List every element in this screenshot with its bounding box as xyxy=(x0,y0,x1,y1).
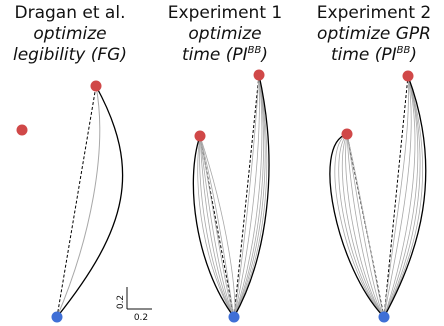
panel-title-exp1: Experiment 1 optimize time (PIBB) xyxy=(150,3,300,66)
start-marker xyxy=(51,311,63,323)
faint-trajectories xyxy=(197,74,268,318)
panel-title-line2: optimize xyxy=(188,24,262,44)
straight-line xyxy=(199,135,235,318)
faint-trajectory xyxy=(56,85,101,318)
legible-trajectory xyxy=(56,85,124,318)
goal-marker xyxy=(90,80,102,92)
panel-title-line1: Dragan et al. xyxy=(14,3,126,23)
scale-bar-horizontal-label: 0.2 xyxy=(134,313,148,323)
goal-marker xyxy=(341,128,353,140)
start-marker xyxy=(228,311,240,323)
other-goal-marker xyxy=(16,124,28,136)
panel-title-line3: legibility (FG) xyxy=(12,45,127,65)
faint-trajectories xyxy=(334,75,423,318)
main-trajectory xyxy=(233,74,270,318)
panel-title-fg: Dragan et al. optimize legibility (FG) xyxy=(0,3,145,66)
main-trajectory xyxy=(192,135,235,318)
panel-title-line2: optimize GPR xyxy=(317,24,431,44)
scale-bar: 0.2 0.2 xyxy=(116,287,152,323)
panel-fg xyxy=(16,80,124,323)
start-marker xyxy=(378,311,390,323)
panel-title-line3: time (PIBB) xyxy=(181,45,269,65)
scale-bar-vertical-label: 0.2 xyxy=(116,295,126,309)
main-trajectory xyxy=(383,75,427,318)
panel-title-line1: Experiment 1 xyxy=(167,3,283,23)
goal-marker xyxy=(253,69,265,81)
panel-title-line3: time (PIBB) xyxy=(330,45,418,65)
panel-title-line2: optimize xyxy=(33,24,107,44)
panel-exp2 xyxy=(329,70,427,323)
panel-title-exp2: Experiment 2 optimize GPR time (PIBB) xyxy=(299,3,444,66)
main-trajectory xyxy=(329,133,385,318)
panel-title-line1: Experiment 2 xyxy=(316,3,432,23)
straight-line xyxy=(383,75,409,318)
straight-line xyxy=(233,74,260,318)
panel-exp1 xyxy=(192,69,270,323)
straight-line xyxy=(56,85,97,318)
goal-marker xyxy=(402,70,414,82)
goal-marker xyxy=(194,130,206,142)
